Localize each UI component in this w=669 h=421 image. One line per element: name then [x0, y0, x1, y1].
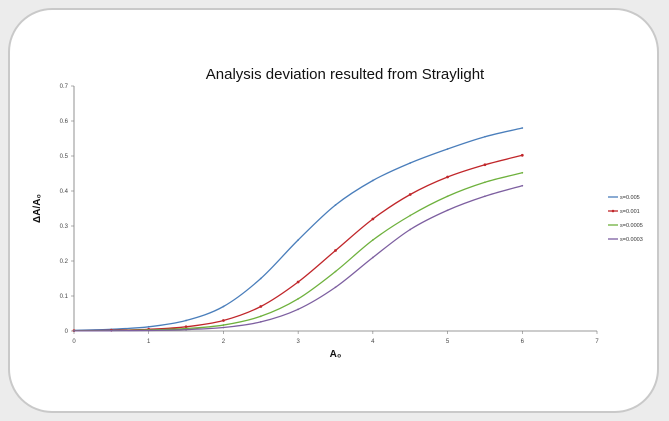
data-point [110, 329, 113, 332]
data-point [334, 286, 337, 289]
y-tick-label: 0.3 [60, 224, 69, 230]
data-point [409, 214, 412, 217]
data-point [73, 329, 75, 332]
data-point [222, 305, 225, 308]
data-point [371, 179, 374, 182]
data-point [371, 239, 374, 241]
chart-frame [8, 8, 659, 413]
x-tick-label: 3 [296, 339, 300, 345]
y-tick-label: 0.4 [60, 189, 69, 195]
legend-label: s=0.0003 [620, 237, 643, 243]
plot-area [72, 127, 524, 333]
data-point [446, 195, 449, 198]
series-line-1 [73, 154, 523, 332]
data-point [185, 328, 187, 331]
y-tick-label: 0 [65, 329, 69, 335]
data-point [521, 127, 524, 129]
data-point [446, 175, 449, 179]
data-point [334, 204, 337, 206]
x-tick-label: 6 [521, 339, 525, 345]
data-point [371, 217, 375, 221]
data-point [334, 249, 337, 252]
data-point [334, 270, 337, 273]
data-point [409, 228, 412, 231]
x-tick-label: 7 [595, 339, 599, 345]
data-point [521, 171, 524, 174]
data-point [297, 239, 300, 241]
series-line-2 [73, 172, 523, 332]
data-point [259, 277, 262, 280]
legend-label: s=0.005 [620, 195, 640, 201]
series-line-0 [73, 127, 523, 331]
data-point [184, 325, 188, 329]
x-axis-label: A₀ [330, 349, 342, 360]
data-point [147, 325, 150, 328]
data-point [483, 163, 487, 167]
data-point [484, 195, 486, 198]
legend-label: s=0.0005 [620, 223, 643, 229]
data-point [446, 148, 449, 150]
chart-title: Analysis deviation resulted from Strayli… [206, 66, 485, 83]
data-point [259, 315, 262, 318]
data-point [259, 305, 263, 308]
data-point [297, 308, 300, 311]
x-tick-label: 0 [72, 339, 76, 345]
x-tick-label: 1 [147, 339, 151, 345]
data-point [484, 181, 486, 184]
legend-label: s=0.001 [620, 209, 640, 215]
y-axis-label: ΔA/A₀ [32, 194, 43, 223]
x-tick-label: 2 [222, 339, 226, 345]
y-tick-label: 0.5 [60, 154, 69, 160]
data-point [409, 162, 412, 164]
data-point [520, 153, 524, 157]
legend: s=0.005 s=0.001 s=0.0005 s=0.0003 [608, 195, 643, 243]
data-point [408, 193, 412, 196]
data-point [147, 329, 150, 332]
x-tick-label: 5 [446, 339, 450, 345]
x-tick-label: 4 [371, 339, 375, 345]
data-point [222, 319, 225, 322]
y-tick-label: 0.7 [60, 84, 69, 90]
data-point [222, 326, 225, 329]
y-tick-label: 0.6 [60, 119, 69, 125]
axes: 0 1 2 3 4 5 6 7 0 0.1 0.2 0.3 0.4 0.5 0.6 0.7 [60, 84, 600, 345]
data-point [484, 135, 486, 138]
data-point [446, 209, 449, 212]
y-tick-label: 0.2 [60, 259, 69, 265]
data-point [521, 184, 524, 187]
data-point [222, 324, 225, 326]
legend-marker [611, 209, 615, 213]
data-point [296, 280, 300, 284]
data-point [297, 297, 300, 300]
data-point [371, 256, 374, 259]
y-tick-label: 0.1 [60, 294, 69, 300]
data-point [185, 319, 187, 322]
data-point [259, 321, 262, 323]
